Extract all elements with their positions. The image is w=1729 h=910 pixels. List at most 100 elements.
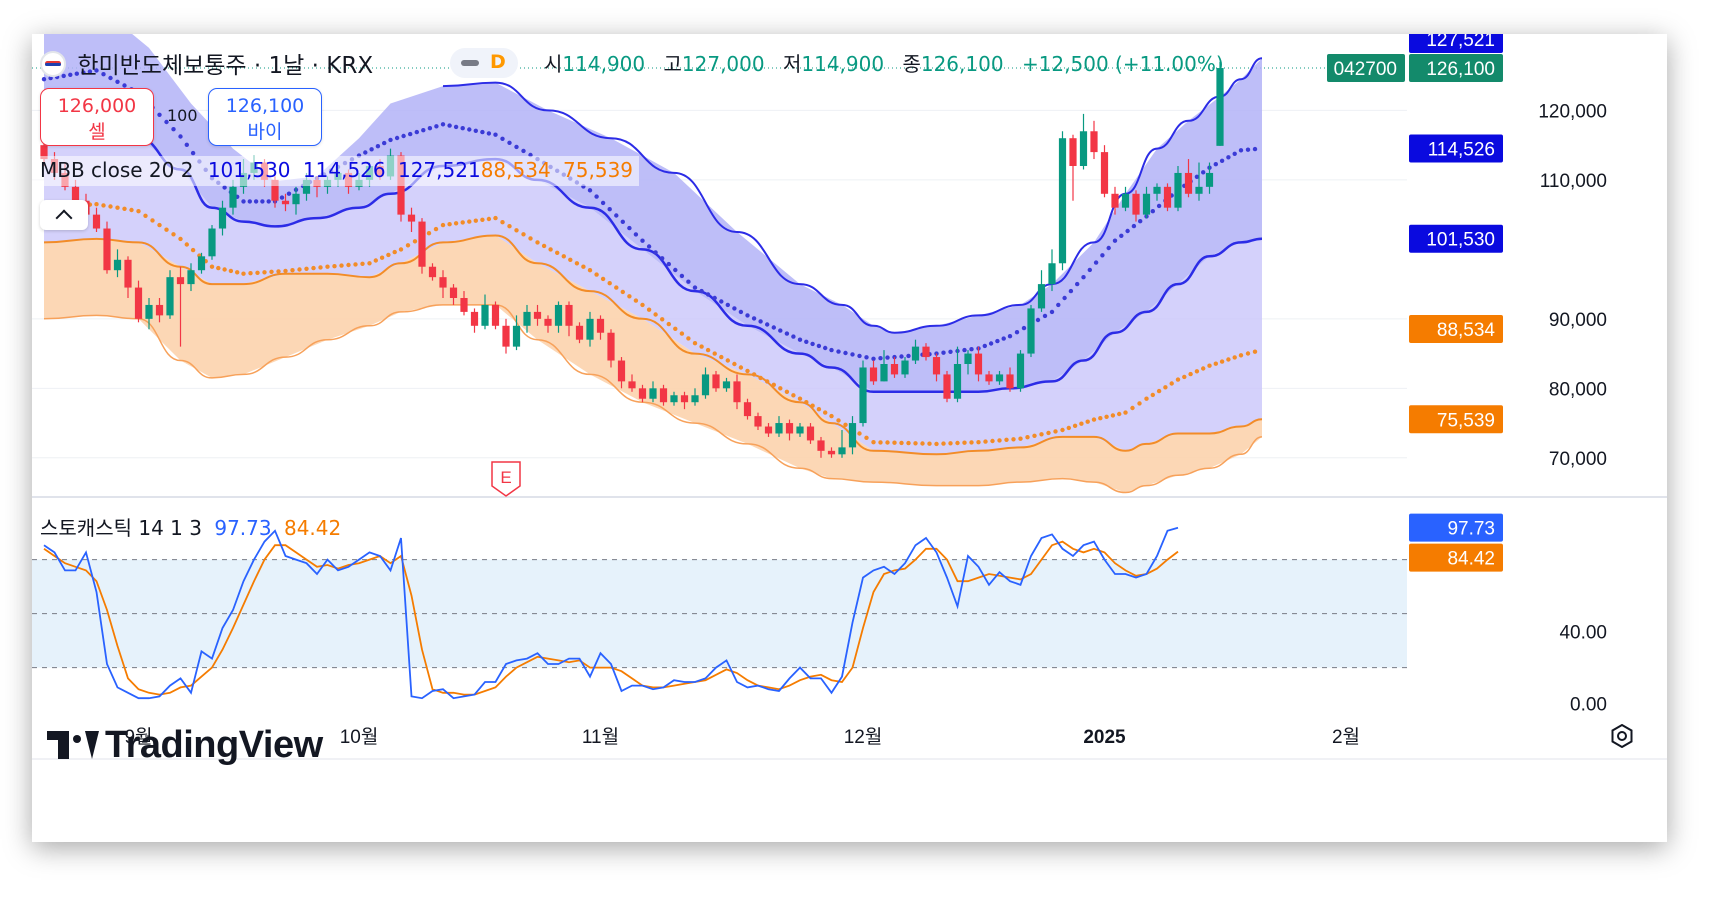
candle[interactable] bbox=[1153, 183, 1161, 201]
candle[interactable] bbox=[869, 360, 878, 385]
settings-gear-icon[interactable] bbox=[1610, 723, 1634, 749]
candle[interactable] bbox=[1006, 367, 1014, 392]
candle[interactable] bbox=[407, 207, 416, 232]
candle[interactable] bbox=[890, 357, 899, 378]
candle[interactable] bbox=[155, 298, 164, 323]
candle[interactable] bbox=[775, 416, 783, 437]
candle[interactable] bbox=[512, 315, 521, 351]
candle[interactable] bbox=[680, 391, 689, 410]
mbb-legend[interactable]: MBB close 20 2 101,530 114,526 127,52188… bbox=[32, 156, 640, 186]
candle[interactable] bbox=[491, 301, 500, 330]
candle[interactable] bbox=[764, 423, 773, 437]
candle[interactable] bbox=[859, 360, 867, 427]
candle[interactable] bbox=[838, 430, 846, 458]
candle[interactable] bbox=[659, 384, 668, 406]
candle[interactable] bbox=[544, 315, 552, 333]
candle[interactable] bbox=[1142, 186, 1151, 219]
candle[interactable] bbox=[523, 304, 531, 333]
candle[interactable] bbox=[964, 350, 972, 375]
candle[interactable] bbox=[1121, 186, 1130, 212]
candle[interactable] bbox=[743, 398, 752, 420]
candle[interactable] bbox=[449, 284, 458, 305]
candle[interactable] bbox=[796, 423, 804, 437]
candle[interactable] bbox=[953, 346, 962, 403]
candle[interactable] bbox=[628, 374, 636, 392]
chart-canvas[interactable]: 120,000 110,000 90,000 80,000 70,000 40.00 0.0… bbox=[32, 34, 1667, 842]
candle[interactable] bbox=[1016, 350, 1025, 392]
candle[interactable] bbox=[1048, 249, 1056, 292]
candle[interactable] bbox=[1216, 61, 1224, 146]
candle[interactable] bbox=[670, 391, 678, 406]
candle[interactable] bbox=[848, 416, 857, 455]
candle[interactable] bbox=[187, 263, 195, 292]
candle[interactable] bbox=[701, 367, 710, 399]
interval-toggle[interactable]: D bbox=[450, 48, 518, 78]
candle[interactable] bbox=[197, 252, 206, 274]
buy-button[interactable]: 126,100 바이 bbox=[208, 88, 322, 146]
candle[interactable] bbox=[1184, 159, 1193, 198]
candle[interactable] bbox=[145, 298, 153, 330]
stoch-legend[interactable]: 스토캐스틱 14 1 3 97.73 84.42 bbox=[40, 512, 341, 541]
candle[interactable] bbox=[1205, 162, 1214, 194]
candle[interactable] bbox=[428, 263, 437, 281]
candle[interactable] bbox=[827, 447, 836, 458]
candle[interactable] bbox=[1174, 166, 1182, 212]
candle[interactable] bbox=[113, 249, 122, 278]
candle[interactable] bbox=[166, 270, 174, 319]
candle[interactable] bbox=[586, 311, 594, 347]
candle[interactable] bbox=[470, 308, 479, 333]
candle[interactable] bbox=[1100, 145, 1109, 198]
candle[interactable] bbox=[785, 419, 794, 441]
candle[interactable] bbox=[722, 377, 731, 392]
candle[interactable] bbox=[1111, 186, 1119, 215]
candle[interactable] bbox=[1069, 134, 1077, 201]
candle[interactable] bbox=[292, 186, 300, 215]
candle[interactable] bbox=[460, 291, 468, 316]
candle[interactable] bbox=[880, 350, 888, 382]
candle[interactable] bbox=[565, 301, 573, 337]
candle[interactable] bbox=[103, 221, 111, 274]
candle[interactable] bbox=[1090, 120, 1098, 160]
candle[interactable] bbox=[712, 370, 720, 392]
candle[interactable] bbox=[208, 225, 216, 260]
candle[interactable] bbox=[176, 266, 185, 347]
candle[interactable] bbox=[502, 318, 510, 354]
candle[interactable] bbox=[806, 423, 815, 444]
candle[interactable] bbox=[1037, 270, 1046, 312]
candle[interactable] bbox=[943, 370, 951, 403]
sell-button[interactable]: 126,000 셀 bbox=[40, 88, 154, 146]
candle[interactable] bbox=[754, 412, 762, 430]
candle[interactable] bbox=[638, 384, 647, 403]
candle[interactable] bbox=[1058, 131, 1067, 271]
candle[interactable] bbox=[134, 280, 143, 323]
candle[interactable] bbox=[649, 381, 657, 403]
candle[interactable] bbox=[974, 346, 983, 382]
candle[interactable] bbox=[985, 370, 993, 385]
candle[interactable] bbox=[124, 256, 132, 298]
candle[interactable] bbox=[554, 301, 563, 333]
candle[interactable] bbox=[575, 322, 584, 344]
candle[interactable] bbox=[533, 304, 542, 326]
candle[interactable] bbox=[901, 357, 909, 378]
candle[interactable] bbox=[691, 388, 699, 406]
candle[interactable] bbox=[617, 357, 626, 389]
candle[interactable] bbox=[418, 218, 426, 274]
candle[interactable] bbox=[932, 353, 941, 382]
candle[interactable] bbox=[995, 370, 1004, 385]
candle[interactable] bbox=[596, 315, 605, 340]
candle[interactable] bbox=[817, 436, 825, 458]
candle[interactable] bbox=[481, 294, 489, 330]
candle[interactable] bbox=[922, 343, 930, 361]
candle[interactable] bbox=[439, 270, 447, 298]
candle[interactable] bbox=[607, 329, 615, 368]
earnings-marker[interactable]: E bbox=[491, 461, 521, 497]
candle[interactable] bbox=[1163, 183, 1172, 212]
collapse-legend-button[interactable] bbox=[40, 200, 88, 230]
candle[interactable] bbox=[92, 207, 101, 232]
candle[interactable] bbox=[733, 374, 741, 410]
candle[interactable] bbox=[1195, 162, 1203, 201]
candle[interactable] bbox=[218, 200, 227, 236]
candle[interactable] bbox=[281, 193, 290, 212]
symbol-title[interactable]: 한미반도체보통주 · 1날 · KRX bbox=[77, 53, 374, 79]
candle[interactable] bbox=[911, 339, 920, 364]
